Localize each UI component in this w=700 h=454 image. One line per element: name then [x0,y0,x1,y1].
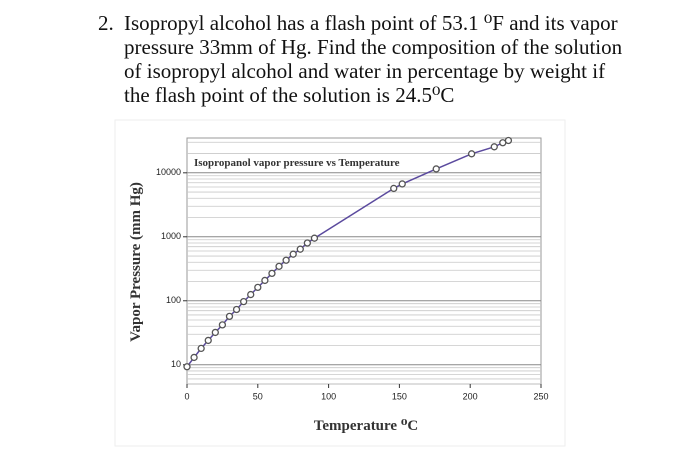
data-point [218,321,227,329]
chart: 10 100 1000 10000 0 50 100 150 200 250 Isopropanol… [156,136,549,401]
x-tick-label: 0 [184,391,189,401]
data-point [398,180,406,188]
data-point [204,336,212,345]
x-tick-label: 150 [392,391,407,401]
x-tick-label: 100 [321,391,336,401]
question-line: pressure 33mm of Hg. Find the compositio… [124,35,623,59]
data-point [310,234,319,242]
data-point [390,184,398,193]
data-point [467,150,476,158]
data-point [225,312,234,321]
data-point [211,328,219,337]
data-point [296,245,304,253]
data-point [432,165,440,173]
question-line: the flash point of the solution is 24.5⁰… [124,83,454,107]
x-tick-label: 50 [253,391,263,401]
question-number: 2. [98,11,114,35]
x-tick-label: 200 [463,391,478,401]
chart-title: Isopropanol vapor pressure vs Temperatur… [194,157,400,169]
data-point [268,269,276,278]
data-point [261,276,269,285]
data-point [490,143,498,151]
data-point [504,136,513,145]
data-point [275,262,283,271]
plot-area [186,137,542,385]
data-point [303,239,312,247]
data-point [197,344,205,353]
y-tick-label: 100 [166,295,181,305]
data-point [289,250,297,258]
data-point [247,290,255,299]
question-line: of isopropyl alcohol and water in percen… [124,59,605,83]
y-axis-label: Vapor Pressure (mm Hg) [128,182,144,342]
chart-title-bg [190,154,422,170]
data-point [183,363,191,371]
data-point [232,305,241,314]
question-line: Isopropyl alcohol has a flash point of 5… [124,11,618,35]
y-tick-label: 1000 [161,231,181,241]
data-point [190,353,198,362]
x-axis-label: Temperature ⁰C [314,418,418,434]
data-point [239,297,248,306]
figure-frame [114,119,566,447]
data-point [282,256,290,264]
y-tick-label: 10000 [156,167,181,177]
data-point [254,283,262,292]
x-tick-label: 250 [533,391,548,401]
y-tick-label: 10 [171,359,181,369]
